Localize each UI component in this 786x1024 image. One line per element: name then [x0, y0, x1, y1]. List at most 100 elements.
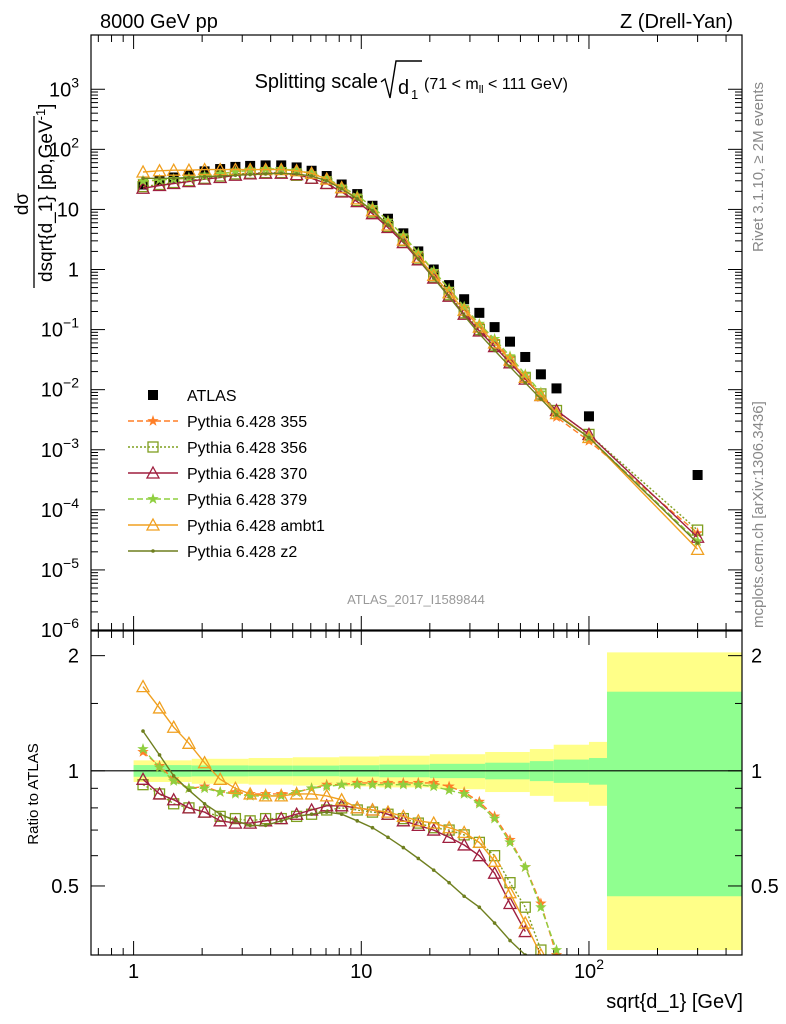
data-point — [535, 391, 547, 402]
analysis-id: ATLAS_2017_I1589844 — [347, 592, 485, 607]
ratio-data-point — [473, 797, 485, 809]
ratio-data-point — [431, 868, 436, 872]
ratio-data-point — [289, 786, 304, 800]
data-point — [259, 163, 272, 174]
data-point — [290, 164, 303, 175]
y-tick-exp: 2 — [71, 134, 79, 150]
data-point — [138, 179, 149, 190]
data-point — [135, 180, 151, 194]
x-axis-label: sqrt{d_1} [GeV] — [606, 991, 743, 1013]
data-point — [692, 470, 703, 481]
ratio-data-point — [457, 825, 472, 839]
y-tick-exp: −3 — [63, 435, 79, 451]
data-point — [487, 335, 502, 349]
y-tick-label: 10 — [57, 199, 79, 221]
ratio-data-point — [380, 806, 396, 820]
ratio-data-point — [365, 802, 380, 816]
ratio-data-point — [153, 761, 166, 773]
legend-marker — [147, 415, 159, 426]
data-point — [187, 175, 191, 180]
ratio-data-point — [321, 780, 333, 792]
y-tick-label: 10−5 — [41, 555, 79, 582]
data-point — [213, 170, 228, 184]
ratio-data-point — [355, 819, 360, 823]
ratio-data-point — [396, 809, 411, 823]
ratio-data-point — [213, 771, 228, 785]
data-point — [336, 180, 348, 192]
data-point — [411, 249, 426, 263]
y-tick-base: 10 — [41, 380, 63, 402]
data-point — [304, 165, 319, 179]
data-point — [535, 369, 546, 380]
legend-entry: Pythia 6.428 355 — [128, 414, 307, 431]
rivet-label: Rivet 3.1.10, ≥ 2M events — [750, 82, 767, 252]
ratio-data-point — [233, 819, 238, 823]
data-point — [581, 430, 597, 444]
y-tick-label: 102 — [49, 134, 79, 161]
ratio-data-point — [457, 837, 472, 851]
data-point — [321, 172, 333, 184]
y-tick-label: 1 — [68, 260, 79, 282]
ylabel-den: dsqrt{d_1} [pb,GeV — [36, 120, 57, 282]
ratio-data-point — [290, 786, 303, 797]
ratio-data-point — [477, 905, 482, 910]
y-tick-exp: −6 — [63, 615, 79, 631]
ylabel-numerator: dσ — [12, 193, 33, 216]
data-point — [504, 350, 516, 362]
ratio-data-point — [492, 921, 497, 925]
ratio-data-point — [152, 786, 167, 800]
data-point — [289, 163, 304, 177]
data-point — [473, 317, 485, 329]
ratio-data-point — [519, 901, 531, 913]
ratio-data-point — [244, 789, 256, 801]
data-point — [505, 336, 516, 347]
ratio-data-point — [263, 823, 268, 828]
ratio-data-point — [350, 800, 365, 814]
x-tick-label: 10 — [350, 961, 372, 983]
y-tick-exp: −5 — [63, 555, 79, 571]
ratio-data-point — [166, 792, 181, 806]
series-6 — [141, 171, 700, 545]
data-point — [197, 171, 212, 185]
x-tick-label: 102 — [574, 956, 604, 983]
ratio-plot-frame — [90, 630, 743, 956]
data-point — [324, 178, 329, 183]
legend: ATLAS Pythia 6.428 355 Pythia 6.428 356 Pyt… — [128, 388, 325, 561]
ratio-data-point — [488, 812, 501, 824]
ratio-y-tick-label: 2 — [68, 646, 79, 668]
ratio-data-point — [152, 700, 167, 714]
main-data-series — [135, 160, 705, 555]
data-point — [137, 174, 149, 186]
ratio-data-point — [309, 812, 314, 817]
data-point — [416, 257, 421, 261]
legend-marker — [147, 441, 159, 453]
ratio-y-tick-label-right: 0.5 — [751, 876, 779, 898]
ratio-data-series — [135, 679, 563, 955]
legend-label: Pythia 6.428 z2 — [187, 544, 297, 561]
legend-label: Pythia 6.428 370 — [187, 466, 307, 483]
data-point — [294, 172, 299, 176]
y-tick-label: 10−3 — [41, 435, 79, 462]
data-point — [275, 163, 287, 174]
ratio-data-point — [135, 679, 151, 693]
legend-entry: Pythia 6.428 ambt1 — [128, 517, 325, 535]
data-point — [157, 176, 162, 181]
ratio-data-point — [443, 784, 455, 795]
ratio-data-point — [508, 938, 512, 943]
legend-entry: Pythia 6.428 356 — [128, 440, 307, 457]
data-point — [462, 313, 466, 318]
y-tick-base: 10 — [41, 320, 63, 342]
ratio-data-point — [258, 788, 273, 802]
data-point — [218, 174, 222, 178]
y-tick-base: 10 — [41, 440, 63, 462]
ratio-series-line — [142, 778, 526, 932]
uncertainty-bands — [133, 652, 742, 951]
data-point — [263, 172, 268, 176]
ratio-data-point — [243, 786, 258, 800]
data-point — [197, 162, 212, 176]
data-point — [426, 270, 441, 284]
ratio-data-point — [324, 810, 329, 814]
